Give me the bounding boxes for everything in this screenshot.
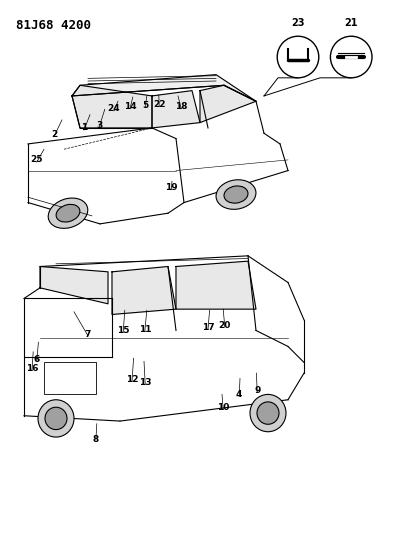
Ellipse shape bbox=[224, 186, 248, 203]
Polygon shape bbox=[40, 266, 108, 304]
Ellipse shape bbox=[45, 407, 67, 430]
Text: 19: 19 bbox=[165, 183, 178, 192]
Text: 81J68 4200: 81J68 4200 bbox=[16, 19, 91, 31]
Polygon shape bbox=[112, 266, 176, 314]
Ellipse shape bbox=[250, 394, 286, 432]
Text: 20: 20 bbox=[219, 321, 231, 329]
Text: 3: 3 bbox=[96, 121, 102, 130]
Polygon shape bbox=[200, 85, 256, 123]
Text: 25: 25 bbox=[30, 156, 43, 164]
Text: 9: 9 bbox=[254, 386, 260, 394]
Text: 7: 7 bbox=[85, 330, 91, 338]
Ellipse shape bbox=[38, 400, 74, 437]
Text: 24: 24 bbox=[108, 104, 120, 113]
Text: 16: 16 bbox=[26, 365, 38, 373]
Text: 1: 1 bbox=[81, 124, 87, 132]
Ellipse shape bbox=[56, 204, 80, 222]
Polygon shape bbox=[72, 75, 256, 101]
Text: 6: 6 bbox=[34, 356, 40, 364]
Text: 2: 2 bbox=[51, 130, 57, 139]
Text: 21: 21 bbox=[344, 18, 358, 28]
Ellipse shape bbox=[257, 402, 279, 424]
Ellipse shape bbox=[216, 180, 256, 209]
Text: 15: 15 bbox=[117, 326, 130, 335]
Text: 10: 10 bbox=[217, 403, 229, 412]
Text: 5: 5 bbox=[142, 101, 148, 110]
Text: 23: 23 bbox=[291, 18, 305, 28]
Text: 22: 22 bbox=[153, 100, 166, 109]
Text: 12: 12 bbox=[126, 375, 138, 384]
Text: 14: 14 bbox=[124, 102, 136, 111]
Text: 11: 11 bbox=[138, 325, 151, 334]
Polygon shape bbox=[176, 261, 256, 309]
Text: 18: 18 bbox=[175, 102, 188, 111]
Polygon shape bbox=[72, 85, 152, 128]
Polygon shape bbox=[152, 91, 200, 128]
Text: 8: 8 bbox=[93, 435, 99, 444]
Ellipse shape bbox=[48, 198, 88, 228]
Text: 17: 17 bbox=[202, 324, 214, 332]
Text: 4: 4 bbox=[236, 390, 242, 399]
Text: 13: 13 bbox=[139, 378, 152, 387]
